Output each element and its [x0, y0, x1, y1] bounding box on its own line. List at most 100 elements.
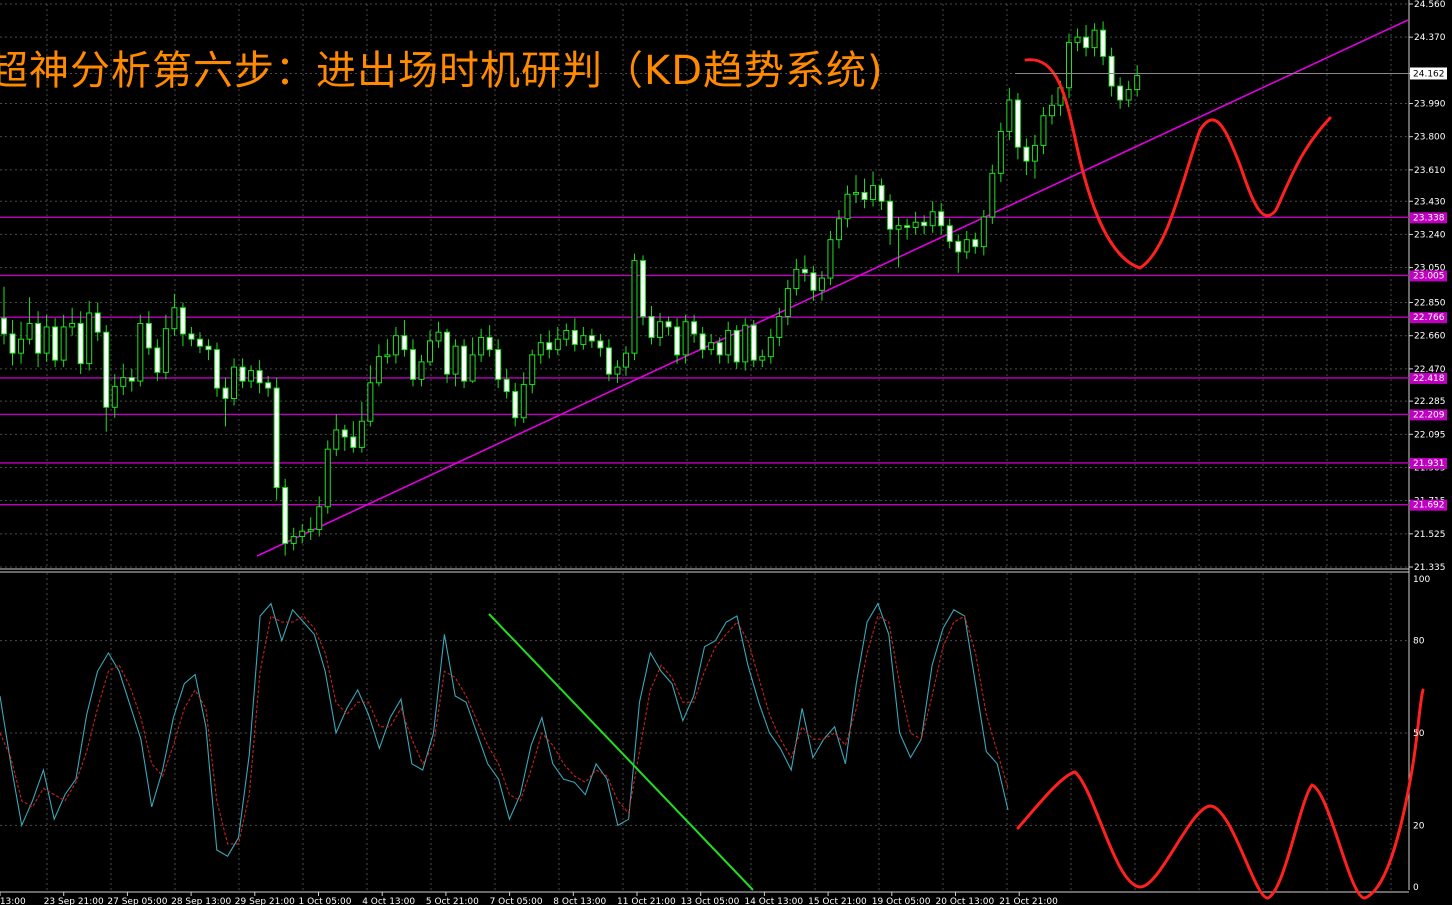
stoch-tick-label: 20	[1413, 821, 1425, 831]
candle-body	[427, 340, 433, 363]
candle-body	[239, 366, 246, 382]
candle-body	[810, 272, 817, 291]
candle-body	[853, 192, 859, 195]
candle-body	[878, 185, 885, 202]
price-tick-label: 21.525	[1414, 530, 1446, 540]
candle-body	[128, 377, 135, 382]
stochastic-trendline	[488, 613, 754, 891]
time-tick-label: 28 Sep 13:00	[171, 897, 231, 905]
candle-body	[554, 338, 561, 351]
price-tick-label: 22.660	[1414, 332, 1446, 342]
candle-body	[989, 172, 996, 218]
candle-body	[946, 225, 953, 242]
candle-body	[938, 211, 945, 227]
candle-body	[409, 349, 416, 380]
candles	[1, 21, 1141, 556]
candle-body	[1083, 36, 1090, 49]
candle-body	[1108, 55, 1115, 87]
price-tick-label: 24.370	[1414, 33, 1446, 43]
candle-body	[9, 333, 16, 354]
price-tick-label: 21.335	[1414, 563, 1446, 573]
candle-body	[725, 329, 732, 356]
candle-body	[776, 315, 783, 338]
stoch-tick-label: 50	[1413, 729, 1425, 739]
price-tick-label: 22.285	[1414, 397, 1446, 407]
level-label-box	[1410, 372, 1447, 384]
candle-body	[1074, 36, 1081, 43]
candle-body	[665, 321, 672, 328]
stoch-axis: 100 80 50 20 0	[1413, 575, 1430, 893]
price-tick-label: 23.990	[1414, 100, 1446, 110]
candle-body	[588, 335, 595, 342]
candle-body	[1134, 75, 1141, 91]
candle-body	[111, 385, 118, 408]
candle-body	[622, 352, 629, 368]
stoch-signal-line	[0, 615, 1009, 845]
chart-title: 超神分析第六步：进出场时机研判（KD趋势系统)	[0, 48, 884, 94]
candle-body	[793, 268, 800, 290]
level-label: 22.209	[1413, 410, 1445, 420]
candle-body	[1040, 115, 1047, 146]
candle-body	[759, 356, 766, 361]
candle-body	[631, 260, 638, 354]
candle-body	[52, 326, 59, 361]
stochastic-lines	[0, 602, 1009, 857]
price-tick-label: 23.050	[1414, 264, 1446, 274]
level-label: 23.005	[1413, 271, 1445, 281]
candle-body	[503, 378, 510, 393]
candle-body	[861, 192, 868, 201]
candle-body	[137, 322, 144, 382]
level-label: 22.766	[1413, 313, 1445, 323]
candle-body	[324, 448, 331, 508]
candle-body	[742, 324, 749, 363]
candle-body	[367, 382, 374, 422]
candle-body	[307, 528, 314, 532]
candle-body	[921, 221, 928, 227]
candle-body	[162, 328, 169, 373]
candle-body	[648, 315, 655, 338]
candle-body	[1023, 146, 1030, 162]
candle-body	[392, 335, 399, 356]
candle-body	[1091, 29, 1098, 49]
level-label: 22.418	[1413, 374, 1445, 384]
time-tick-label: 4 Oct 13:00	[362, 897, 415, 905]
time-tick-label: 8 Oct 13:00	[553, 897, 606, 905]
candle-body	[495, 349, 502, 380]
horizontal-levels	[0, 216, 1409, 506]
candle-body	[418, 361, 425, 380]
candle-body	[384, 354, 391, 358]
candle-body	[1125, 89, 1132, 101]
candle-body	[1031, 144, 1038, 162]
candle-body	[597, 340, 604, 349]
price-axis: 24.560 24.370 24.162 23.990 23.800 23.610 23.4…	[1409, 0, 1446, 573]
candle-body	[801, 268, 808, 274]
grid	[0, 0, 1410, 893]
candle-body	[691, 321, 698, 335]
candle-body	[614, 366, 621, 375]
price-tick-label: 22.470	[1414, 365, 1446, 375]
level-label: 21.692	[1413, 501, 1445, 511]
candle-body	[682, 321, 689, 356]
candle-body	[980, 216, 987, 248]
candle-body	[904, 225, 911, 228]
candle-body	[77, 322, 84, 365]
price-tick-label: 22.095	[1414, 430, 1446, 440]
candle-body	[546, 342, 553, 351]
candle-body	[145, 322, 152, 349]
price-tick-label: 24.560	[1414, 0, 1446, 10]
time-tick-label: 11 Oct 21:00	[617, 897, 676, 905]
candle-body	[512, 391, 519, 419]
candle-body	[444, 331, 451, 375]
current-price-box: 24.162	[1015, 67, 1447, 80]
candle-body	[699, 333, 706, 351]
level-labels: 23.338 23.005 22.766 22.418 22.209 21.931 21.6…	[1410, 212, 1447, 511]
candle-body	[912, 221, 919, 228]
candle-body	[478, 336, 485, 356]
ascending-trendline	[256, 19, 1409, 557]
candle-body	[972, 239, 979, 248]
candle-body	[784, 288, 791, 317]
candle-body	[1048, 104, 1055, 117]
current-price-box	[1410, 67, 1447, 80]
